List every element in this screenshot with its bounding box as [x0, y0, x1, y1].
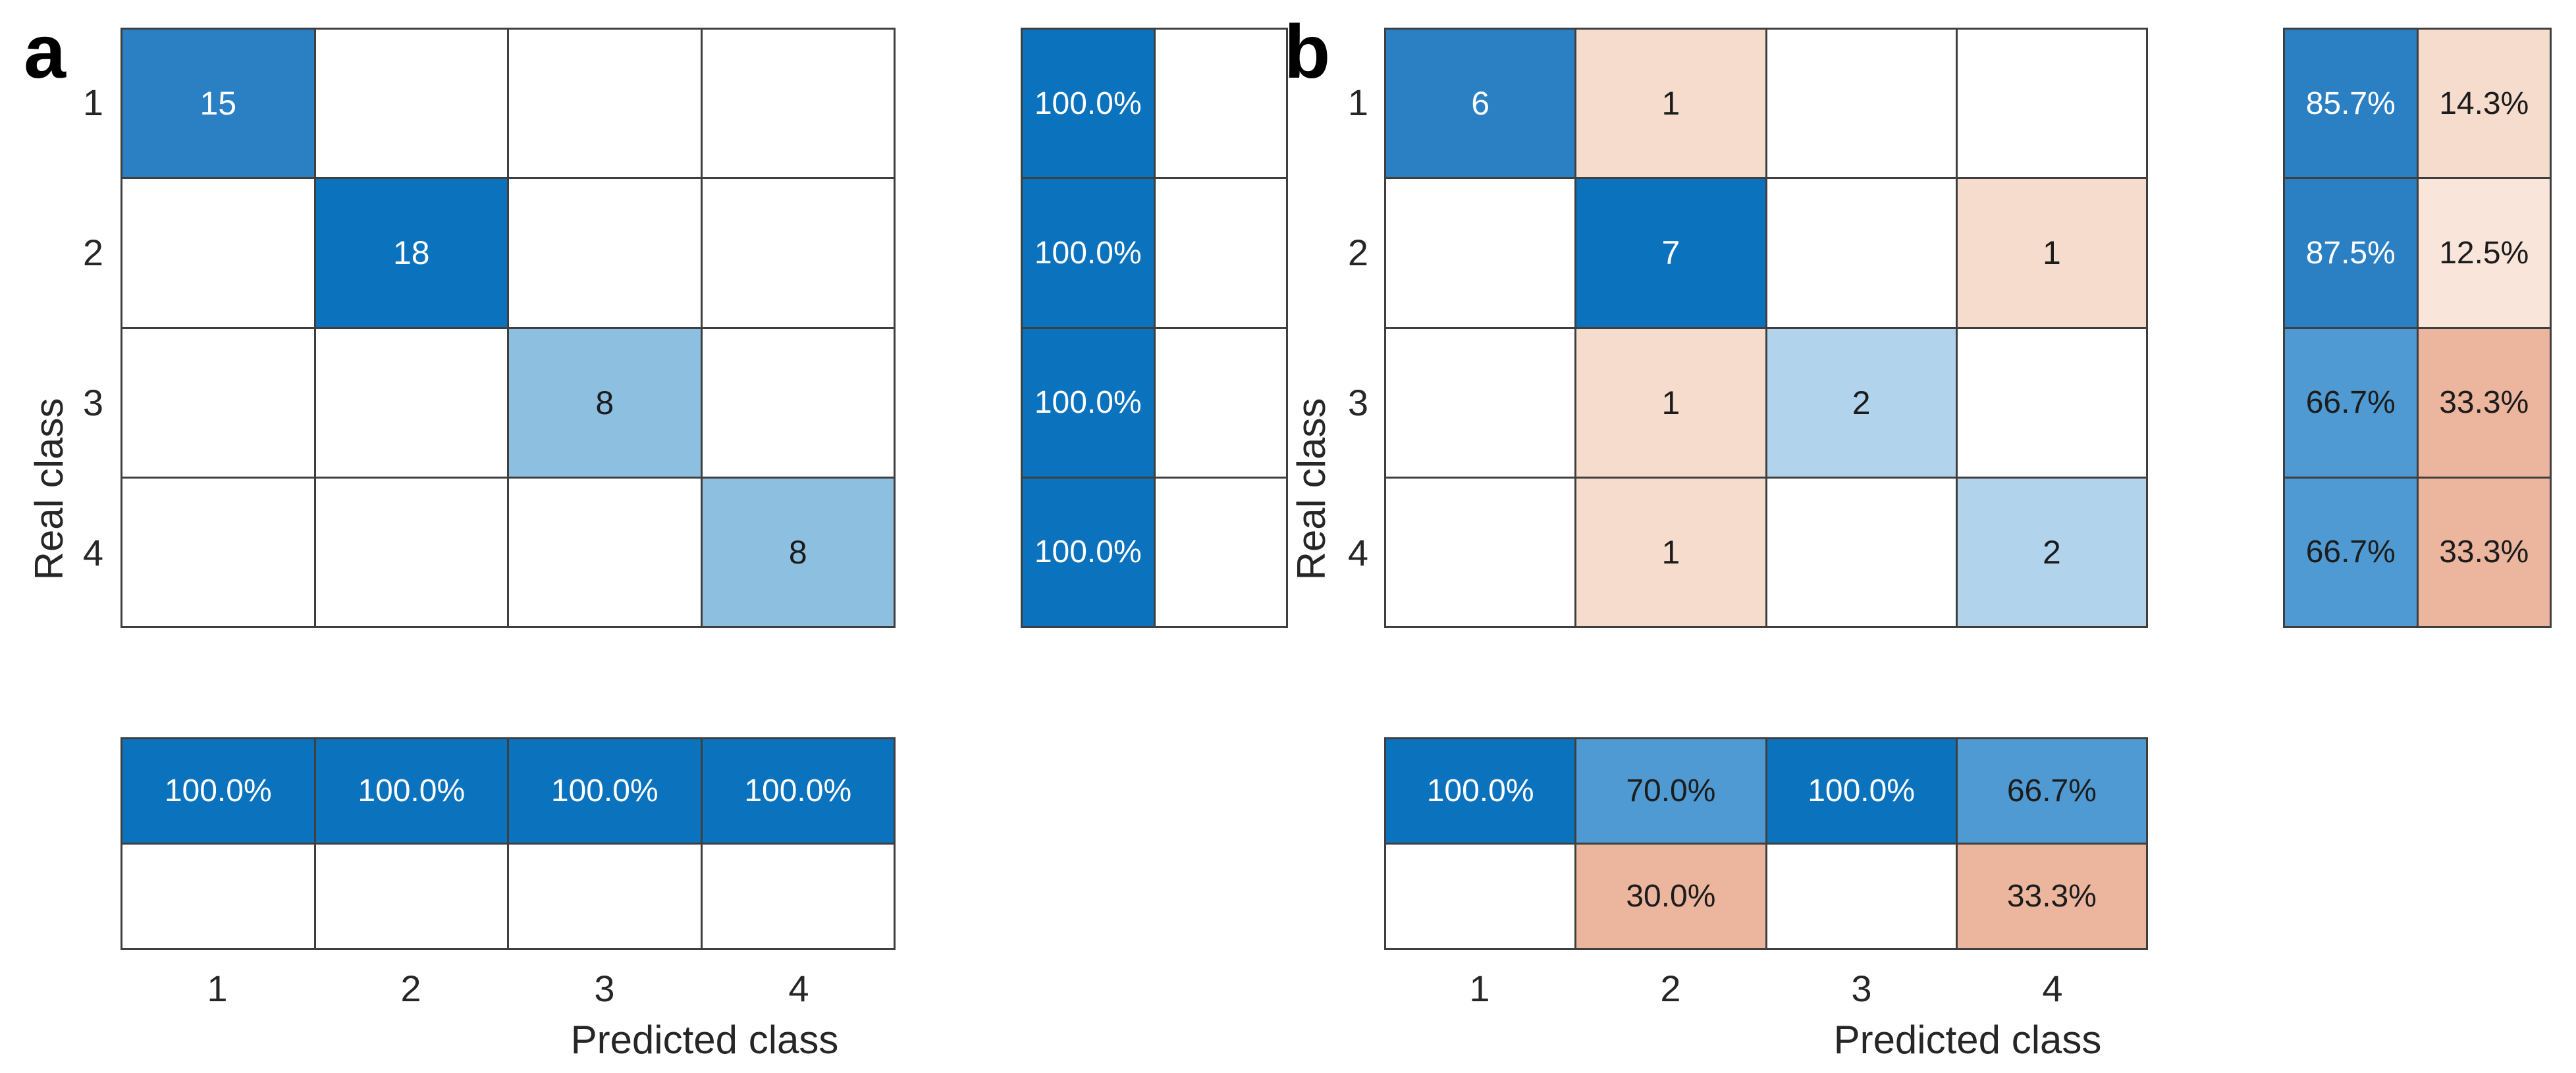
- matrix-cell: [1957, 328, 2146, 477]
- summary-cell: 66.7%: [2285, 478, 2417, 626]
- summary-cell: 33.3%: [1957, 845, 2146, 948]
- matrix-cell: [509, 30, 701, 178]
- matrix-cell: [509, 179, 701, 327]
- matrix-cell: 7: [1576, 179, 1765, 327]
- panel-b-confusion-grid: 6 1 7 1 1 2 1 2: [1384, 28, 2148, 628]
- y-tick-label: 3: [82, 382, 103, 423]
- summary-cell: 100.0%: [509, 739, 701, 843]
- panel-a-col-summary: 100.0% 100.0% 100.0% 100.0%: [121, 737, 896, 950]
- summary-cell: 100.0%: [702, 739, 894, 843]
- matrix-cell: [315, 328, 507, 477]
- matrix-cell: [509, 478, 701, 626]
- matrix-cell: [1386, 179, 1575, 327]
- summary-cell: [1155, 30, 1286, 178]
- x-tick-label: 1: [207, 968, 228, 1009]
- summary-cell: 66.7%: [1957, 739, 2146, 843]
- matrix-cell: 2: [1957, 478, 2146, 626]
- x-axis-label: Predicted class: [1833, 1018, 2102, 1062]
- summary-cell: 100.0%: [1023, 328, 1154, 477]
- matrix-cell: [1767, 30, 1956, 178]
- summary-cell: 100.0%: [1386, 739, 1575, 843]
- summary-cell: [509, 845, 701, 948]
- x-tick-label: 2: [1660, 968, 1681, 1009]
- summary-cell: 33.3%: [2418, 328, 2550, 477]
- x-axis-label: Predicted class: [570, 1018, 839, 1062]
- summary-cell: 100.0%: [1023, 30, 1154, 178]
- panel-a-confusion-grid: 15 18 8 8: [121, 28, 896, 628]
- y-axis-label: Real class: [27, 398, 71, 581]
- summary-cell: [1155, 478, 1286, 626]
- summary-cell: 100.0%: [315, 739, 507, 843]
- summary-cell: [315, 845, 507, 948]
- summary-cell: [1155, 179, 1286, 327]
- summary-cell: 85.7%: [2285, 30, 2417, 178]
- x-tick-label: 3: [1851, 968, 1872, 1009]
- matrix-cell: 8: [509, 328, 701, 477]
- matrix-cell: 1: [1576, 478, 1765, 626]
- summary-cell: 100.0%: [1023, 179, 1154, 327]
- panel-a-row-summary: 100.0% 100.0% 100.0% 100.0%: [1021, 28, 1288, 628]
- y-tick-label: 3: [1347, 382, 1368, 423]
- matrix-cell: [122, 328, 314, 477]
- summary-cell: 70.0%: [1576, 739, 1765, 843]
- y-tick-label: 2: [82, 232, 103, 273]
- matrix-cell: [1386, 328, 1575, 477]
- matrix-cell: [122, 478, 314, 626]
- summary-cell: [122, 845, 314, 948]
- x-tick-label: 1: [1469, 968, 1490, 1009]
- summary-cell: 66.7%: [2285, 328, 2417, 477]
- summary-cell: [1155, 328, 1286, 477]
- summary-cell: 100.0%: [122, 739, 314, 843]
- summary-cell: 87.5%: [2285, 179, 2417, 327]
- matrix-cell: [702, 30, 894, 178]
- summary-cell: 12.5%: [2418, 179, 2550, 327]
- y-tick-label: 4: [1347, 532, 1368, 573]
- summary-cell: [1767, 845, 1956, 948]
- matrix-cell: 1: [1957, 179, 2146, 327]
- matrix-cell: [122, 179, 314, 327]
- matrix-cell: 1: [1576, 328, 1765, 477]
- panel-b-tag: b: [1284, 10, 1331, 94]
- matrix-cell: 2: [1767, 328, 1956, 477]
- summary-cell: 14.3%: [2418, 30, 2550, 178]
- matrix-cell: [315, 30, 507, 178]
- summary-cell: [1386, 845, 1575, 948]
- matrix-cell: [1386, 478, 1575, 626]
- y-axis-label: Real class: [1289, 398, 1333, 581]
- summary-cell: 33.3%: [2418, 478, 2550, 626]
- y-tick-label: 4: [82, 532, 103, 573]
- summary-cell: 100.0%: [1767, 739, 1956, 843]
- matrix-cell: [315, 478, 507, 626]
- x-tick-label: 4: [2042, 968, 2063, 1009]
- matrix-cell: 18: [315, 179, 507, 327]
- panel-b-row-summary: 85.7% 14.3% 87.5% 12.5% 66.7% 33.3% 66.7…: [2283, 28, 2552, 628]
- matrix-cell: [1767, 179, 1956, 327]
- summary-cell: 100.0%: [1023, 478, 1154, 626]
- matrix-cell: [702, 179, 894, 327]
- y-tick-label: 1: [82, 82, 103, 123]
- matrix-cell: 15: [122, 30, 314, 178]
- matrix-cell: [1957, 30, 2146, 178]
- y-tick-label: 2: [1347, 232, 1368, 273]
- panel-b-col-summary: 100.0% 70.0% 100.0% 66.7% 30.0% 33.3%: [1384, 737, 2148, 950]
- matrix-cell: 8: [702, 478, 894, 626]
- summary-cell: 30.0%: [1576, 845, 1765, 948]
- y-tick-label: 1: [1347, 82, 1368, 123]
- matrix-cell: 1: [1576, 30, 1765, 178]
- matrix-cell: [1767, 478, 1956, 626]
- summary-cell: [702, 845, 894, 948]
- x-tick-label: 2: [400, 968, 421, 1009]
- panel-a-tag: a: [24, 10, 66, 94]
- x-tick-label: 3: [594, 968, 615, 1009]
- x-tick-label: 4: [788, 968, 809, 1009]
- matrix-cell: [702, 328, 894, 477]
- matrix-cell: 6: [1386, 30, 1575, 178]
